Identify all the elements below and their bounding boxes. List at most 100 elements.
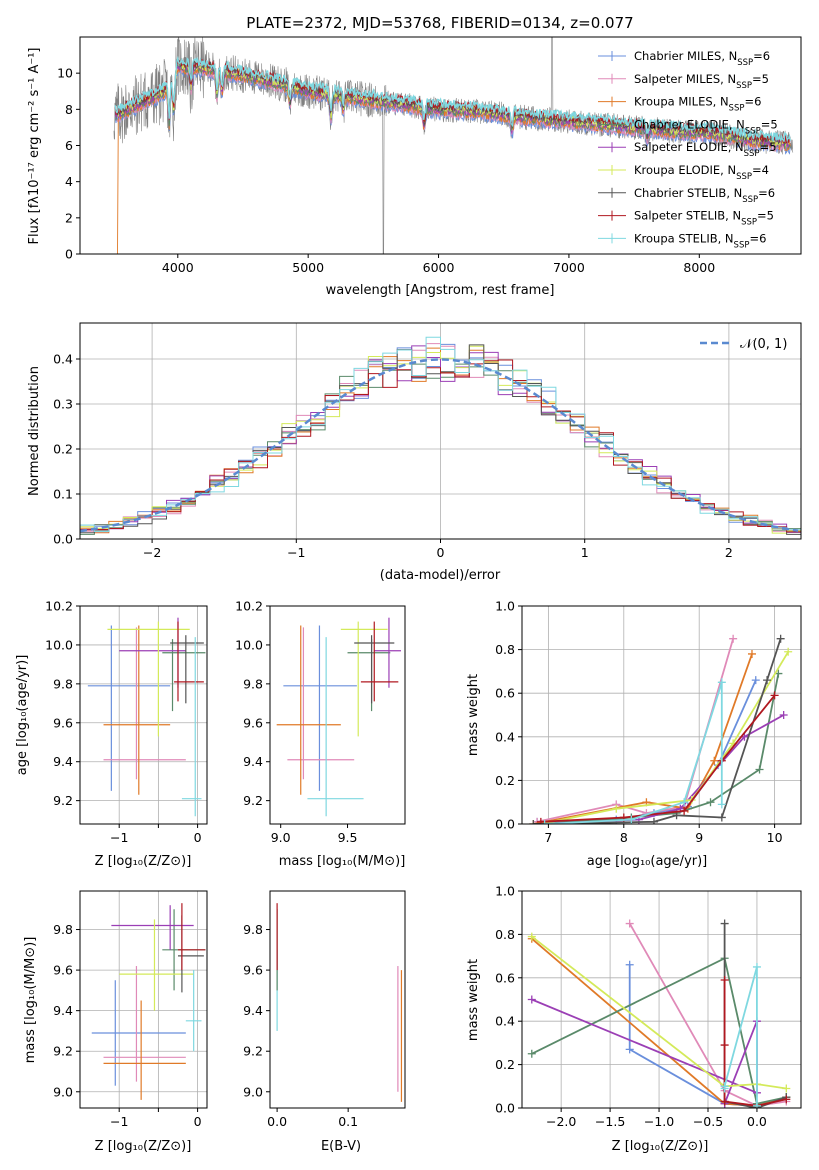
mass-vs-metallicity-plot: −1 0 9.0 9.2 9.4 9.6 9.8	[53, 890, 208, 1129]
mass-ebv-ytick-label: 9.0	[243, 1084, 263, 1099]
legend-label: Salpeter STELIB, NSSP=5	[634, 209, 774, 228]
mw-age-lines	[529, 634, 793, 824]
mw-age-ytick-label: 0.8	[495, 642, 515, 657]
mw-age-point-marker	[540, 820, 549, 824]
age-mass-frame	[269, 605, 406, 825]
mw-age-point-marker	[717, 800, 726, 809]
mw-age-ytick-label: 0.6	[495, 686, 515, 701]
mw-age-y-label: mass weight	[466, 674, 481, 756]
spectrum-ytick-label: 10	[57, 66, 73, 81]
mass-weight-vs-age-panel: 7 8 9 10 0.0 0.2 0.4 0.6 0.8 1.0 age [log₁₀(age/y…	[466, 599, 802, 869]
residual-ytick-label: 0.1	[53, 487, 73, 502]
mw-z-point-marker	[625, 919, 634, 928]
legend-label-sub: SSP	[734, 240, 750, 250]
mw-z-point-marker	[720, 1082, 729, 1091]
mw-age-xtick-label: 7	[544, 830, 552, 845]
spectrum-lines	[113, 37, 794, 254]
residual-xtick-label: −2	[143, 545, 161, 560]
legend-label-tail: =6	[749, 231, 766, 245]
residual-xtick-label: 1	[581, 545, 589, 560]
mw-z-lines	[527, 919, 791, 1108]
legend-label-sub: SSP	[742, 195, 758, 205]
spectrum-xtick-label: 5000	[292, 260, 324, 275]
age-z-ytick-label: 9.8	[53, 676, 73, 691]
mw-age-point-marker	[612, 804, 621, 813]
legend-label-tail: =5	[761, 117, 778, 131]
age-z-ytick-label: 9.2	[53, 793, 73, 808]
age-mass-ytick-label: 9.6	[243, 715, 263, 730]
residual-xtick-label: 0	[437, 545, 445, 560]
mw-z-ytick-label: 1.0	[495, 884, 515, 899]
spectrum-xtick-label: 8000	[683, 260, 715, 275]
mw-age-point-marker	[763, 676, 772, 685]
age-mass-ytick-label: 9.8	[243, 676, 263, 691]
residual-xtick-label: 2	[725, 545, 733, 560]
age-vs-mass-panel: 9.0 9.5 9.2 9.4 9.6 9.8 10.0 10.2 mass [log₁₀(M…	[235, 599, 406, 869]
residual-plot-area: −2 −1 0 1 2 0.0 0.1 0.2 0.3 0.4	[53, 322, 802, 560]
legend-label-tail: =6	[753, 49, 770, 63]
legend-label-sub: SSP	[741, 218, 757, 228]
mass-z-ytick-label: 9.0	[53, 1084, 73, 1099]
mw-z-point-marker	[527, 1049, 536, 1058]
residual-histograms	[80, 336, 801, 535]
mw-z-point-marker	[782, 1095, 791, 1104]
residual-panel: −2 −1 0 1 2 0.0 0.1 0.2 0.3 0.4 (data-model)/erro…	[27, 322, 802, 583]
mass-weight-vs-metallicity-panel: −2.0 −1.5 −1.0 −0.5 0.0 0.0 0.2 0.4 0.6 0.8 1.0 Z …	[466, 884, 802, 1154]
mw-z-point-marker	[720, 919, 729, 928]
legend-label-tail: =4	[752, 163, 769, 177]
mw-z-series-line	[531, 956, 787, 1105]
mass-z-ytick-label: 9.2	[53, 1044, 73, 1059]
legend-label-sub: SSP	[745, 126, 761, 136]
spectrum-ytick-label: 0	[65, 247, 73, 262]
mw-age-point-marker	[776, 634, 785, 643]
legend-label: Salpeter ELODIE, NSSP=5	[634, 140, 777, 159]
mw-age-point-marker	[779, 711, 788, 719]
mw-z-point-marker	[782, 1084, 791, 1093]
mass-z-frame	[79, 890, 208, 1109]
legend-label: Kroupa STELIB, NSSP=6	[634, 231, 766, 250]
residual-frame	[79, 322, 802, 540]
legend-label-tail: =6	[758, 186, 775, 200]
mw-age-point-marker	[627, 815, 636, 824]
mw-age-point-marker	[770, 691, 779, 700]
mw-z-point-marker	[720, 975, 729, 984]
residual-ytick-label: 0.3	[53, 397, 73, 412]
gaussian-curve	[80, 358, 799, 533]
age-z-y-label: age [log₁₀(age/yr)]	[15, 655, 30, 776]
residual-histogram-step	[80, 336, 801, 532]
legend-label-main: Salpeter STELIB, N	[634, 209, 741, 223]
mw-age-point-marker	[755, 765, 764, 774]
legend-label-main: Chabrier STELIB, N	[634, 186, 742, 200]
legend-label-tail: =5	[760, 140, 777, 154]
mw-z-xtick-label: 0.0	[747, 1114, 767, 1129]
age-vs-metallicity-plot: −1 0 9.2 9.4 9.6 9.8 10.0 10.2	[45, 599, 208, 845]
model-spectrum-line	[114, 55, 791, 144]
age-vs-metallicity-panel: −1 09.29.49.69.810.010.2 Z [log₁₀(Z/Z⊙)] …	[15, 599, 208, 869]
mw-z-xtick-label: −0.5	[693, 1114, 723, 1129]
mw-z-point-marker	[527, 932, 536, 941]
spectrum-frame	[79, 36, 802, 255]
mw-age-ytick-label: 0.4	[495, 729, 515, 744]
mw-z-point-marker	[527, 995, 536, 1004]
mass-ebv-frame	[269, 890, 406, 1109]
mw-age-point-marker	[710, 756, 719, 765]
mass-ebv-ytick-label: 9.8	[243, 922, 263, 937]
mw-age-point-marker	[751, 676, 760, 685]
residual-x-label: (data-model)/error	[380, 568, 501, 583]
legend-label: Chabrier STELIB, NSSP=6	[634, 186, 775, 205]
spectrum-ytick-label: 8	[65, 102, 73, 117]
residual-legend: 𝒩(0, 1)	[700, 337, 787, 352]
mw-age-point-marker	[706, 798, 715, 807]
residual-ytick-label: 0.2	[53, 442, 73, 457]
mw-age-point-marker	[717, 813, 726, 822]
mw-age-ytick-label: 0.2	[495, 773, 515, 788]
legend-label-main: Chabrier MILES, N	[634, 49, 737, 63]
mass-ebv-xtick-label: 0.0	[267, 1114, 287, 1129]
mass-z-xtick-label: 0	[194, 1114, 202, 1129]
residual-xtick-label: −1	[287, 545, 305, 560]
age-z-ytick-label: 9.4	[53, 754, 73, 769]
spectrum-ytick-label: 6	[65, 138, 73, 153]
spectrum-title: PLATE=2372, MJD=53768, FIBERID=0134, z=0…	[246, 14, 633, 32]
mw-age-point-marker	[680, 806, 689, 815]
